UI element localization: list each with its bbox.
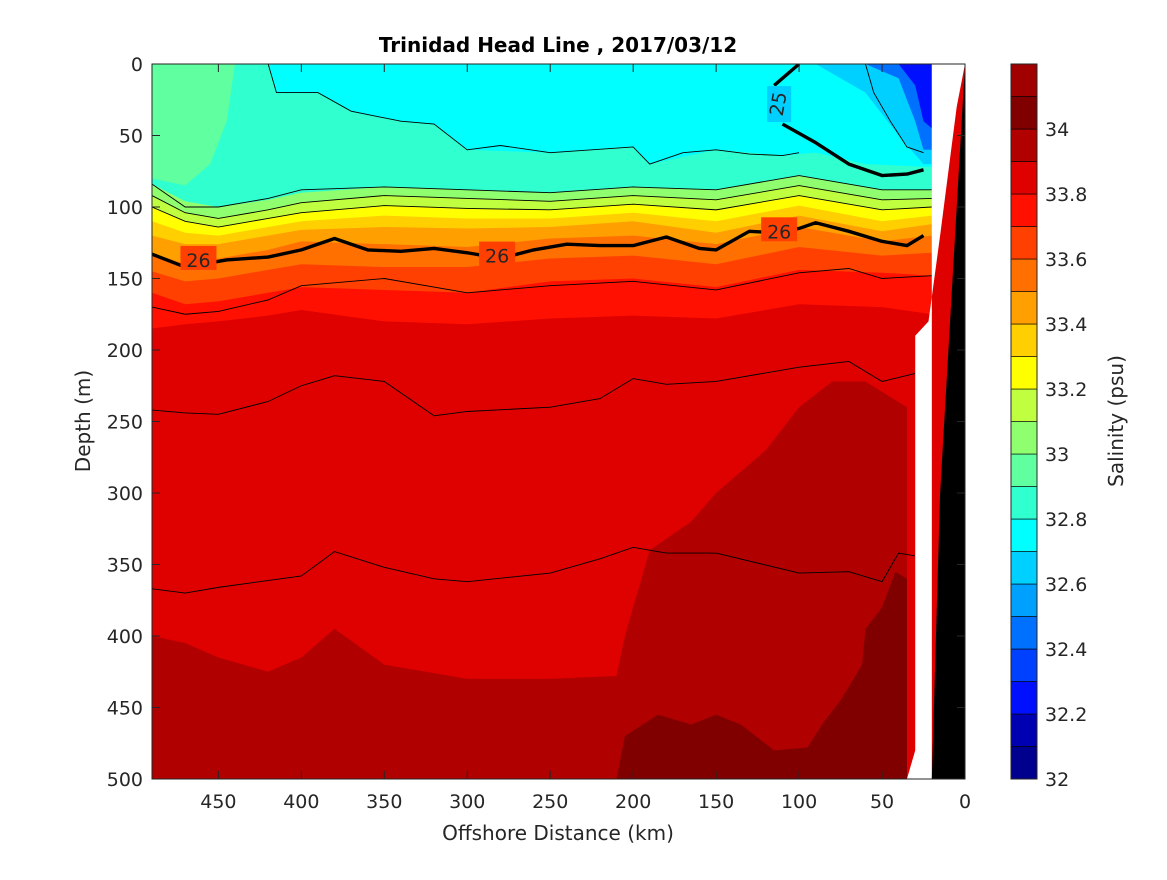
salinity-band xyxy=(268,64,932,167)
x-axis-label: Offshore Distance (km) xyxy=(442,821,674,845)
density-contour xyxy=(152,221,925,269)
y-axis-ticks: 0 50 100 150 200 250 300 350 400 450 500 xyxy=(107,54,965,791)
colorbar-segment xyxy=(1010,518,1038,552)
contour-label: 25 xyxy=(766,90,792,118)
density-contours: 26 26 26 25 xyxy=(152,64,925,272)
thin-contour xyxy=(865,64,924,154)
colorbar-segment xyxy=(1010,453,1038,487)
colorbar-segment xyxy=(1010,388,1038,422)
thin-contour xyxy=(267,64,800,165)
contour-label: 26 xyxy=(767,221,791,243)
colorbar-segment xyxy=(1010,96,1038,130)
colorbar-tick-label: 33.2 xyxy=(1045,379,1087,401)
colorbar-segment xyxy=(1010,421,1038,455)
salinity-band xyxy=(152,381,907,779)
x-tick-label: 350 xyxy=(366,791,402,813)
x-tick-label: 300 xyxy=(449,791,485,813)
contour-label-bg xyxy=(767,86,792,123)
x-tick-label: 200 xyxy=(615,791,651,813)
colorbar-segment xyxy=(1010,128,1038,162)
colorbar-tick-label: 32 xyxy=(1045,769,1069,791)
x-tick-label: 250 xyxy=(532,791,568,813)
chart-title: Trinidad Head Line , 2017/03/12 xyxy=(379,33,737,57)
thin-contour xyxy=(152,195,932,228)
y-tick-label: 200 xyxy=(107,340,143,362)
x-axis-ticks: 450 400 350 300 250 200 150 100 50 0 xyxy=(200,64,971,813)
colorbar-segment xyxy=(1010,583,1038,617)
y-tick-label: 150 xyxy=(107,269,143,291)
colorbar: 34 33.8 33.6 33.4 33.2 33 32.8 32.6 32.4 32.2 32 xyxy=(1010,63,1087,791)
salinity-bands xyxy=(152,64,932,779)
salinity-band xyxy=(616,571,907,779)
no-data-mask xyxy=(906,64,965,779)
low-salinity-patches xyxy=(765,64,932,165)
y-tick-label: 450 xyxy=(107,698,143,720)
y-tick-label: 50 xyxy=(119,126,143,148)
colorbar-tick-label: 33.8 xyxy=(1045,184,1087,206)
y-tick-label: 250 xyxy=(107,412,143,434)
colorbar-segment xyxy=(1010,226,1038,260)
colorbar-segment xyxy=(1010,681,1038,715)
x-tick-label: 100 xyxy=(781,791,817,813)
thin-contour xyxy=(152,360,924,417)
colorbar-segment xyxy=(1010,63,1038,97)
coast-mask xyxy=(906,64,965,779)
x-tick-label: 50 xyxy=(870,791,894,813)
colorbar-tick-label: 34 xyxy=(1045,119,1069,141)
thin-contour xyxy=(152,546,924,594)
y-tick-label: 300 xyxy=(107,483,143,505)
thin-contours xyxy=(152,64,932,594)
bathymetry xyxy=(931,64,965,779)
x-tick-label: 400 xyxy=(283,791,319,813)
low-salinity-patch xyxy=(765,64,932,165)
colorbar-frame xyxy=(1010,63,1038,780)
colorbar-segment xyxy=(1010,486,1038,520)
density-contour xyxy=(773,64,801,87)
colorbar-segment xyxy=(1010,713,1038,747)
y-tick-label: 100 xyxy=(107,197,143,219)
y-tick-label: 400 xyxy=(107,626,143,648)
thin-contour xyxy=(152,185,932,219)
contour-label-bg xyxy=(479,241,516,266)
y-tick-label: 350 xyxy=(107,555,143,577)
contour-label-bg xyxy=(761,217,798,242)
y-tick-label: 500 xyxy=(107,769,143,791)
x-tick-label: 150 xyxy=(698,791,734,813)
low-salinity-patch xyxy=(898,64,932,129)
colorbar-tick-label: 32.8 xyxy=(1045,509,1087,531)
thin-contour xyxy=(152,268,932,315)
thin-contour xyxy=(152,175,932,208)
colorbar-segment xyxy=(1010,323,1038,357)
colorbar-segment xyxy=(1010,258,1038,292)
colorbar-segment xyxy=(1010,193,1038,227)
colorbar-segment xyxy=(1010,616,1038,650)
y-axis-label: Depth (m) xyxy=(71,370,95,472)
colorbar-tick-label: 33 xyxy=(1045,444,1069,466)
colorbar-segment xyxy=(1010,551,1038,585)
colorbar-segment xyxy=(1010,746,1038,780)
contour-label-bg xyxy=(180,245,217,270)
density-contour xyxy=(781,122,924,178)
contour-label: 26 xyxy=(186,250,210,272)
colorbar-label: Salinity (psu) xyxy=(1104,355,1128,487)
colorbar-segment xyxy=(1010,161,1038,195)
plot-area: 26 26 26 25 xyxy=(152,64,965,779)
colorbar-segment xyxy=(1010,291,1038,325)
colorbar-segment xyxy=(1010,648,1038,682)
colorbar-segment xyxy=(1010,356,1038,390)
x-tick-label: 0 xyxy=(959,791,971,813)
colorbar-tick-label: 33.4 xyxy=(1045,314,1087,336)
y-tick-label: 0 xyxy=(131,54,143,76)
contour-label: 26 xyxy=(485,246,509,268)
x-tick-label: 450 xyxy=(200,791,236,813)
colorbar-tick-label: 32.2 xyxy=(1045,704,1087,726)
colorbar-tick-label: 32.6 xyxy=(1045,574,1087,596)
colorbar-tick-label: 32.4 xyxy=(1045,639,1087,661)
colorbar-tick-label: 33.6 xyxy=(1045,249,1087,271)
